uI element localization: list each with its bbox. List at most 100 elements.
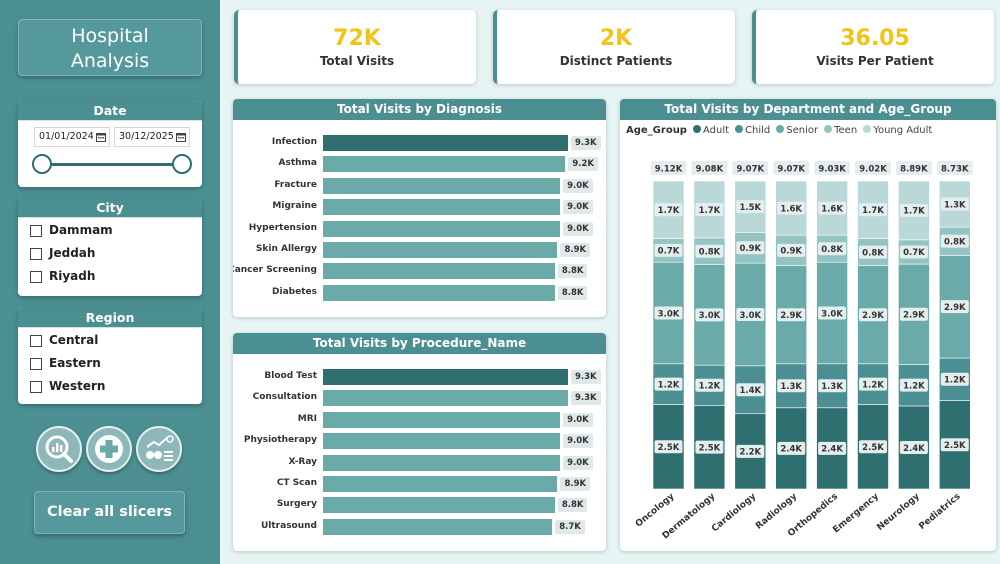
bar[interactable]: [323, 284, 555, 301]
kpi-value: 2K: [599, 26, 633, 51]
legend-item[interactable]: Adult: [687, 125, 729, 136]
bar-row[interactable]: Diabetes 8.8K: [233, 284, 606, 301]
category-axis-label: Oncology: [634, 492, 677, 530]
bar-value-label: 9.0K: [563, 178, 593, 193]
legend-item[interactable]: Young Adult: [857, 125, 932, 136]
kpi-value: 36.05: [840, 26, 910, 51]
bar-category-label: Fracture: [274, 179, 317, 190]
bar[interactable]: [323, 518, 553, 535]
bar-row[interactable]: Surgery 8.8K: [233, 497, 606, 514]
bar-row[interactable]: MRI 9.0K: [233, 411, 606, 428]
date-range-end-handle[interactable]: [172, 154, 192, 174]
checkbox[interactable]: [30, 335, 42, 347]
bar[interactable]: [323, 390, 568, 407]
procedure-chart[interactable]: Total Visits by Procedure_Name Blood Tes…: [233, 333, 606, 551]
checkbox[interactable]: [30, 381, 42, 393]
bar-row[interactable]: Blood Test 9.3K: [233, 369, 606, 385]
bar-row[interactable]: Fracture 9.0K: [233, 177, 606, 194]
bar-row[interactable]: Skin Allergy 8.9K: [233, 242, 606, 258]
bar-row[interactable]: Asthma 9.2K: [233, 156, 606, 173]
bar-row[interactable]: X-Ray 9.0K: [233, 454, 606, 471]
bar-category-label: Consultation: [252, 392, 317, 403]
segment-label-bg: [736, 383, 765, 397]
start-date-input[interactable]: 01/01/2024: [34, 127, 110, 147]
calendar-icon[interactable]: [96, 132, 106, 142]
segment-label-bg: [899, 203, 928, 217]
bar[interactable]: [323, 199, 561, 216]
segment-label-bg: [859, 203, 887, 217]
bar-row[interactable]: Ultrasound 8.7K: [233, 518, 606, 535]
segment-label-bg: [859, 377, 887, 391]
region-option-central[interactable]: Central: [18, 330, 202, 353]
segment-value-label: 1.7K: [903, 207, 925, 217]
segment-value-label: 0.8K: [699, 248, 721, 258]
total-value-label: 9.02K: [859, 165, 887, 175]
checkbox[interactable]: [30, 225, 42, 237]
legend-label: Young Adult: [873, 125, 933, 136]
segment-value-label: 3.0K: [658, 309, 680, 319]
region-option-western[interactable]: Western: [18, 376, 202, 399]
legend-item[interactable]: Senior: [770, 125, 818, 136]
bar[interactable]: [323, 369, 568, 385]
date-range-start-handle[interactable]: [32, 154, 52, 174]
bar-row[interactable]: Infection 9.3K: [233, 135, 606, 151]
segment-value-label: 1.3K: [780, 382, 802, 392]
segment-value-label: 3.0K: [821, 309, 843, 319]
bar[interactable]: [323, 156, 566, 173]
sidebar: Hospital Analysis Date 01/01/2024 30/12/…: [0, 0, 220, 564]
region-option-label: Central: [49, 333, 99, 347]
segment-label-bg: [777, 441, 806, 455]
city-slicer: City Dammam Jeddah Riyadh: [18, 197, 202, 296]
bar[interactable]: [323, 454, 561, 471]
bar[interactable]: [323, 433, 561, 450]
checkbox[interactable]: [30, 271, 42, 283]
bar-row[interactable]: Physiotherapy 9.0K: [233, 433, 606, 450]
total-value-label: 8.89K: [900, 165, 928, 175]
bar-category-label: Skin Allergy: [255, 244, 317, 254]
bar-row[interactable]: Cancer Screening 8.8K: [233, 263, 606, 280]
city-option-dammam[interactable]: Dammam: [18, 220, 202, 243]
bar-row[interactable]: CT Scan 8.9K: [233, 476, 606, 492]
legend-label: Child: [745, 125, 771, 136]
segment-value-label: 1.7K: [699, 206, 721, 216]
date-range-track[interactable]: [42, 163, 182, 166]
category-axis-label: Cardiology: [710, 492, 758, 535]
end-date-input[interactable]: 30/12/2025: [114, 127, 190, 147]
city-options: Dammam Jeddah Riyadh: [18, 218, 202, 289]
segment-label-bg: [818, 441, 847, 455]
total-label-bg: [936, 161, 973, 175]
city-option-riyadh[interactable]: Riyadh: [18, 266, 202, 289]
bar-row[interactable]: Consultation 9.3K: [233, 390, 606, 407]
calendar-icon[interactable]: [176, 132, 186, 142]
bar[interactable]: [323, 476, 558, 492]
bar[interactable]: [323, 242, 558, 258]
bar-row[interactable]: Hypertension 9.0K: [233, 220, 606, 237]
checkbox[interactable]: [30, 248, 42, 260]
bar-row[interactable]: Migraine 9.0K: [233, 199, 606, 216]
segment-label-bg: [654, 243, 683, 257]
bar[interactable]: [323, 135, 568, 151]
clear-all-slicers-button[interactable]: Clear all slicers: [34, 491, 185, 534]
bar[interactable]: [323, 497, 555, 514]
region-option-eastern[interactable]: Eastern: [18, 353, 202, 376]
bar[interactable]: [323, 411, 561, 428]
bar-value-label: 8.8K: [557, 285, 588, 300]
bar[interactable]: [323, 177, 561, 194]
checkbox[interactable]: [30, 358, 42, 370]
bar-value-label: 9.0K: [563, 412, 593, 427]
total-label-bg: [691, 161, 728, 175]
segment-value-label: 1.4K: [739, 386, 761, 396]
bar[interactable]: [323, 263, 555, 280]
bar[interactable]: [323, 220, 561, 237]
start-date-value: 01/01/2024: [39, 131, 94, 142]
diagnosis-chart[interactable]: Total Visits by Diagnosis Infection 9.3K A…: [233, 99, 606, 317]
bar-value-label: 9.0K: [563, 434, 593, 449]
analysis-nav-button[interactable]: [36, 426, 82, 472]
department-age-chart[interactable]: Total Visits by Department and Age_Group…: [620, 99, 996, 551]
legend-item[interactable]: Child: [729, 125, 770, 136]
segment-label-bg: [654, 440, 683, 454]
legend-item[interactable]: Teen: [818, 125, 857, 136]
finance-nav-button[interactable]: [136, 426, 182, 472]
medical-nav-button[interactable]: [86, 426, 132, 472]
city-option-jeddah[interactable]: Jeddah: [18, 243, 202, 266]
